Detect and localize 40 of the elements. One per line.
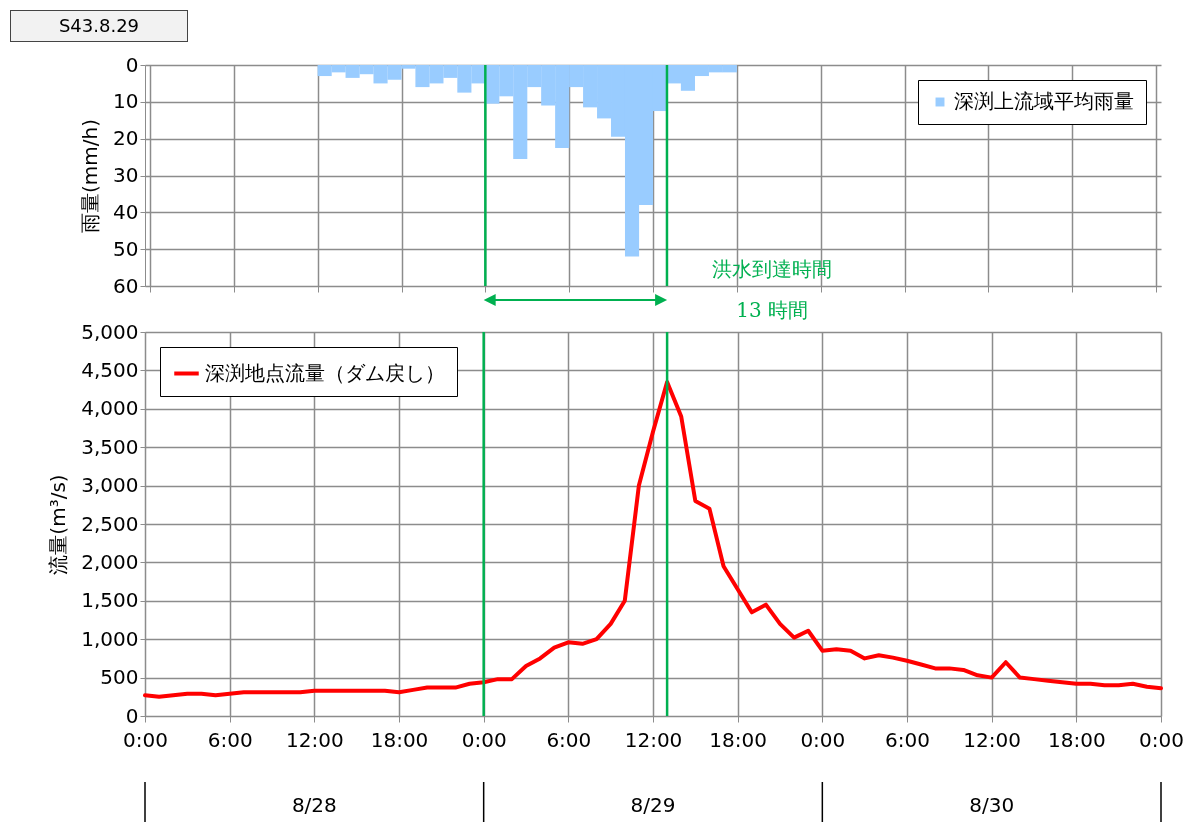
- y-tick-label: 1,500: [81, 588, 139, 613]
- y-tick-label: 30: [113, 163, 139, 187]
- legend-label: 深渕上流域平均雨量: [954, 89, 1134, 113]
- x-tick-label: 0:00: [800, 727, 846, 752]
- y-tick-label: 20: [113, 126, 139, 151]
- y-axis-title: 雨量(mm/h): [78, 119, 103, 233]
- y-tick-label: 2,500: [81, 511, 139, 536]
- y-tick-label: 4,000: [81, 396, 139, 421]
- y-tick-label: 0: [125, 703, 139, 728]
- y-tick-label: 1,000: [81, 626, 139, 651]
- y-tick-label: 3,000: [81, 473, 139, 498]
- x-tick-label: 12:00: [624, 727, 683, 752]
- x-tick-label: 12:00: [963, 727, 1021, 752]
- y-axis-title: 流量(m³/s): [46, 474, 71, 575]
- x-tick-label: 12:00: [286, 727, 344, 752]
- y-tick-label: 5,000: [81, 319, 139, 344]
- y-tick-label: 4,500: [81, 357, 139, 382]
- y-tick-label: 0: [125, 52, 139, 77]
- legend-label: 深渕地点流量（ダム戻し）: [205, 360, 445, 385]
- y-tick-label: 50: [113, 236, 139, 261]
- x-tick-label: 18:00: [709, 727, 767, 752]
- x-tick-label: 18:00: [1048, 727, 1106, 752]
- y-tick-label: 40: [113, 199, 139, 224]
- text: 8/30: [969, 793, 1015, 817]
- x-tick-label: 6:00: [207, 727, 253, 752]
- chart-title: S43.8.29: [10, 10, 188, 42]
- x-tick-label: 6:00: [546, 727, 592, 752]
- y-tick-label: 10: [113, 89, 139, 114]
- text: 8/29: [630, 793, 676, 817]
- x-tick-label: 0:00: [123, 727, 168, 752]
- x-tick-label: 18:00: [370, 727, 429, 752]
- x-tick-label: 0:00: [461, 727, 507, 752]
- x-tick-label: 0:00: [1139, 727, 1184, 752]
- y-tick-label: 60: [113, 273, 139, 298]
- y-tick-label: 500: [100, 665, 139, 690]
- ref-line-label: 洪水到達時間 13 時間: [712, 257, 833, 322]
- y-tick-label: 2,000: [81, 549, 139, 574]
- text: 8/28: [291, 793, 337, 817]
- x-tick-label: 6:00: [885, 727, 930, 752]
- y-tick-label: 3,500: [81, 434, 139, 459]
